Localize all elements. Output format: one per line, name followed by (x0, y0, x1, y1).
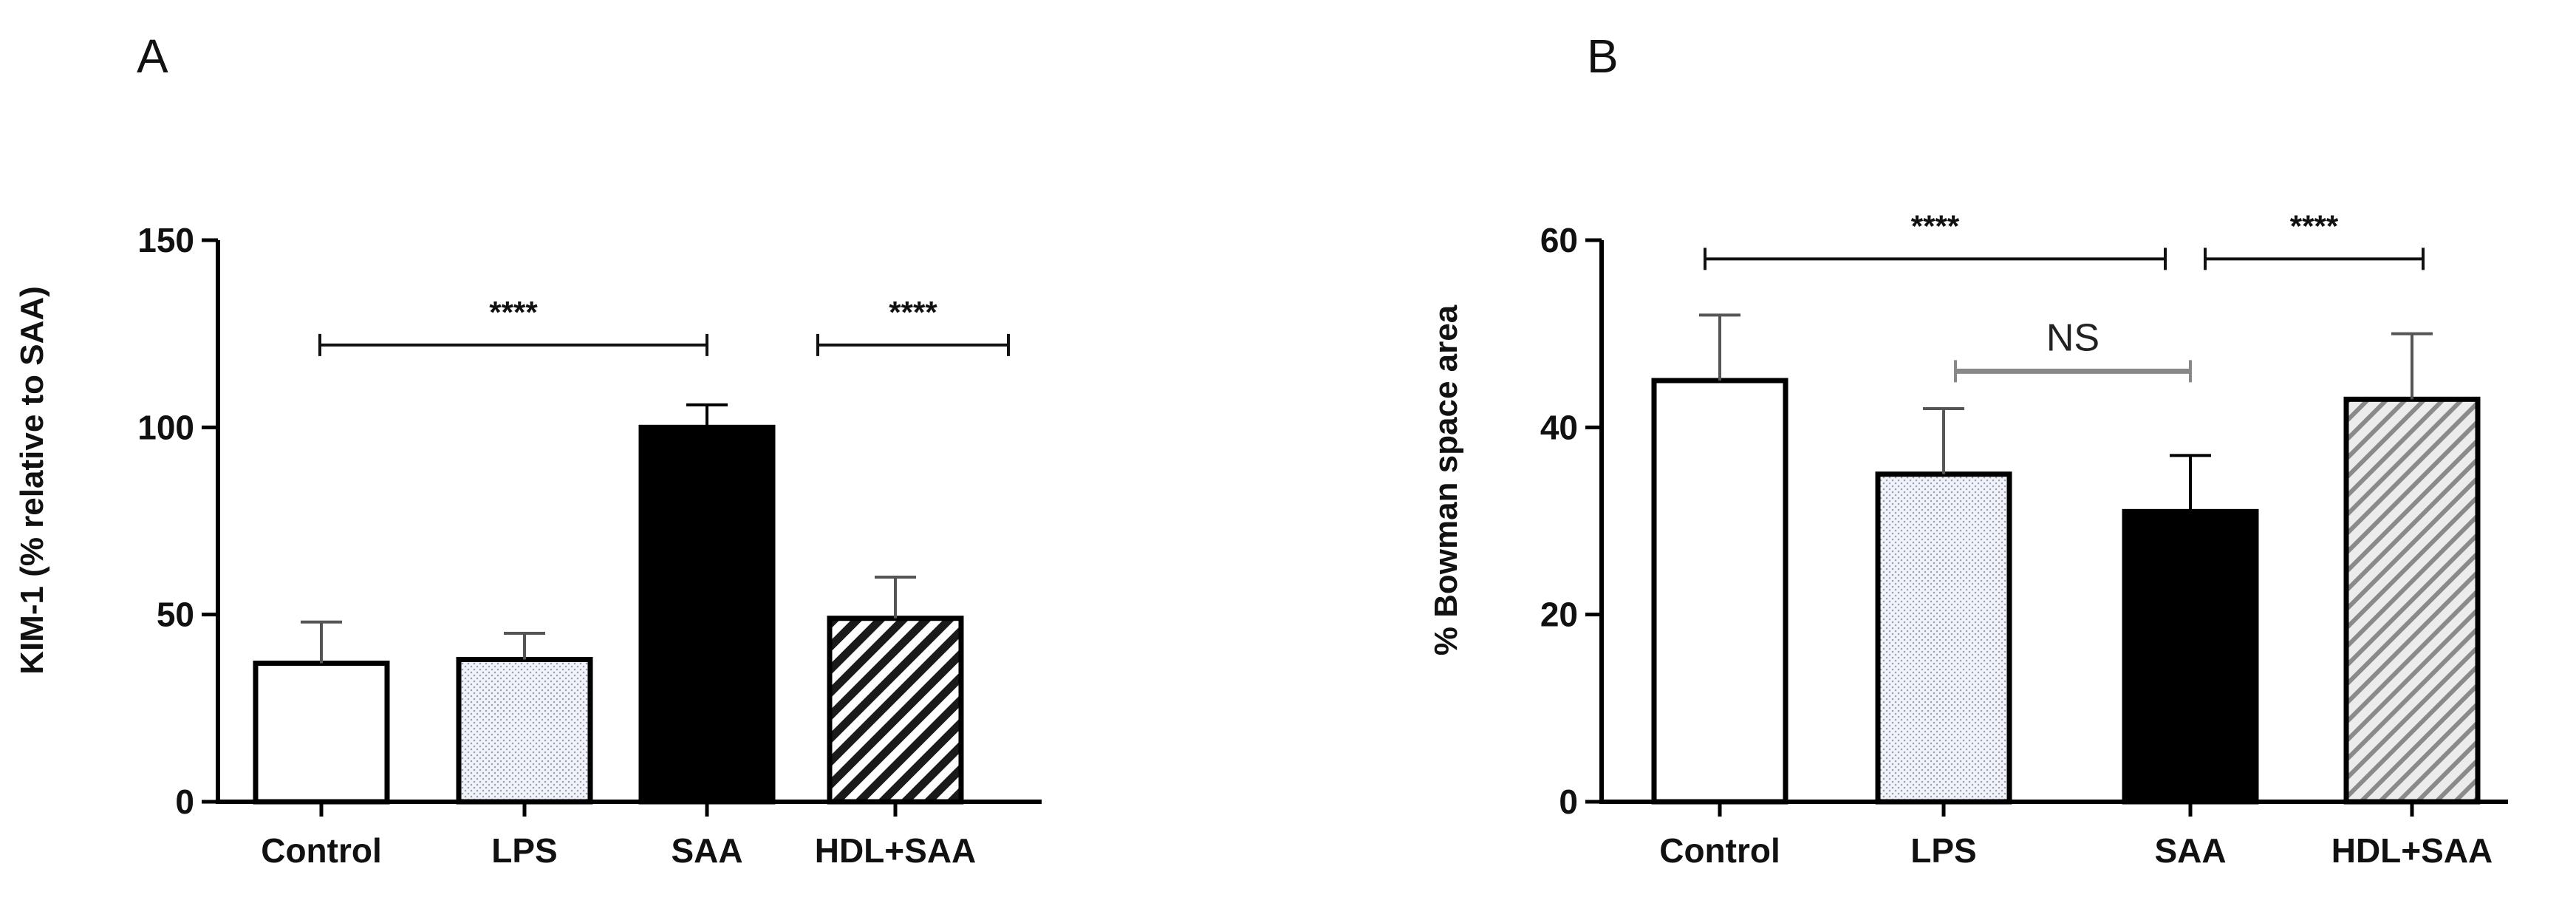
panel-a-category-label: LPS (491, 831, 557, 870)
panel-a-bar-saa (638, 424, 776, 805)
panel-a-y-tick-label: 100 (137, 408, 194, 446)
panel-b: B % Bowman space area 0 20 40 60 **** **** NS… (1428, 30, 2508, 870)
panel-b-bar-control (1651, 378, 1788, 805)
panel-a-category-label: HDL+SAA (815, 831, 977, 870)
panel-b-bar-saa (2122, 508, 2259, 805)
panel-b-y-tick-label: 60 (1540, 221, 1578, 259)
panel-b-y-axis-label: % Bowman space area (1428, 304, 1464, 655)
panel-a-y-tick-label: 150 (137, 221, 194, 259)
panel-a-axes (216, 240, 1042, 817)
panel-a-sig-label: **** (489, 295, 538, 330)
panel-b-error-bars (1699, 313, 2433, 512)
panel-b-bar-hdl-saa (2343, 396, 2481, 805)
panel-a-bars (253, 424, 964, 805)
panel-a-category-label: SAA (671, 831, 742, 870)
panel-b-y-tick-label: 0 (1559, 783, 1578, 821)
panel-a-sig-label: **** (889, 295, 937, 330)
panel-b-significance: **** **** NS (1704, 208, 2425, 383)
panel-b-y-tick-label: 20 (1540, 596, 1578, 634)
panel-b-category-label: SAA (2154, 831, 2226, 870)
panel-a-y-tick-label: 0 (175, 783, 194, 821)
panel-b-category-label: HDL+SAA (2331, 831, 2493, 870)
panel-b-category-label: Control (1659, 831, 1780, 870)
panel-a-significance: **** **** (318, 295, 1010, 356)
panel-b-axes (1599, 240, 2508, 817)
panel-b-y-tick-label: 40 (1540, 408, 1578, 446)
panel-a-y-ticks: 0 50 100 150 (137, 221, 218, 821)
panel-a-error-bars (301, 403, 916, 664)
panel-b-sig-label: **** (2290, 208, 2339, 243)
panel-a-bar-control (253, 661, 390, 805)
panel-a-category-labels: Control LPS SAA HDL+SAA (261, 831, 976, 870)
panel-b-y-ticks: 0 20 40 60 (1540, 221, 1602, 821)
panel-b-bar-lps (1875, 471, 2012, 805)
panel-a: A KIM-1 (% relative to SAA) 0 50 100 150 **… (14, 30, 1042, 870)
panel-a-bar-hdl-saa (827, 616, 964, 805)
panel-a-category-label: Control (261, 831, 382, 870)
panel-b-sig-label: **** (1911, 208, 1960, 243)
panel-a-bar-lps (456, 656, 593, 805)
panel-a-y-axis-label: KIM-1 (% relative to SAA) (14, 286, 50, 675)
panel-b-category-label: LPS (1910, 831, 1976, 870)
panel-b-sig-label: NS (2046, 316, 2100, 359)
panel-a-label: A (137, 30, 168, 83)
panel-b-label: B (1587, 30, 1619, 83)
panel-b-category-labels: Control LPS SAA HDL+SAA (1659, 831, 2493, 870)
panel-b-bars (1651, 378, 2481, 805)
panel-a-y-tick-label: 50 (157, 596, 194, 634)
